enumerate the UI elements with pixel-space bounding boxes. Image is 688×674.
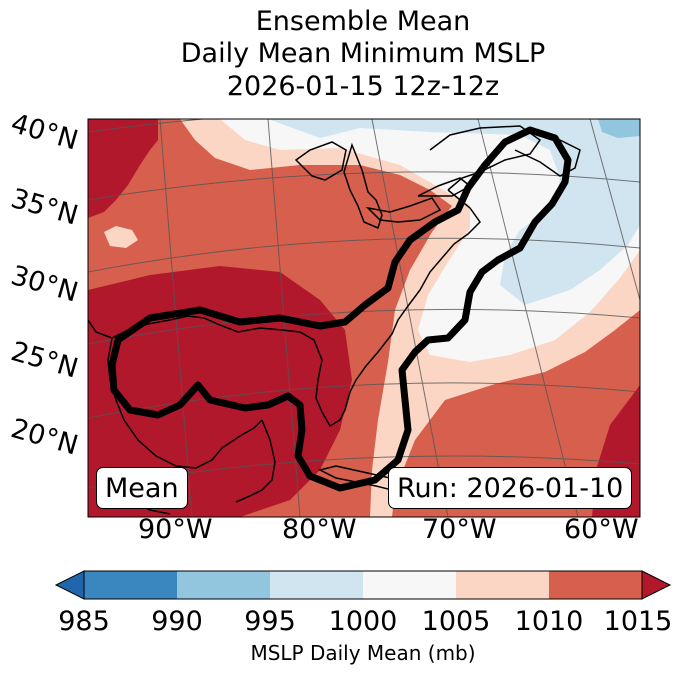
colorbar-swatch-1000-1005 (363, 571, 456, 599)
mean-label-box: Mean (96, 467, 188, 509)
field-990-995 (598, 119, 640, 138)
title-line-3: 2026-01-15 12z-12z (226, 71, 500, 102)
colorbar-tick: 985 (58, 606, 110, 637)
colorbar-tick: 1000 (328, 606, 398, 637)
colorbar-swatch-990-995 (177, 571, 270, 599)
colorbar-tick: 990 (151, 606, 203, 637)
lon-label-90w: 90°W (138, 514, 213, 545)
colorbar-label: MSLP Daily Mean (mb) (250, 641, 476, 665)
colorbar-extend-low (54, 570, 85, 600)
colorbar-swatch-995-1000 (270, 571, 363, 599)
colorbar-tick: 1015 (603, 606, 673, 637)
graticule (88, 119, 640, 517)
colorbar (54, 570, 672, 600)
colorbar-swatch-1005-1010 (456, 571, 549, 599)
title-line-2: Daily Mean Minimum MSLP (180, 38, 546, 69)
field-995-1000 (268, 119, 640, 305)
colorbar-tick: 995 (244, 606, 296, 637)
ensemble-mean-contour (108, 126, 572, 492)
run-date-box: Run: 2026-01-10 (388, 467, 633, 509)
title-line-1: Ensemble Mean (255, 6, 471, 37)
colorbar-extend-high (641, 570, 672, 600)
lon-label-70w: 70°W (422, 514, 497, 545)
colorbar-swatch-985-990 (84, 571, 177, 599)
field-1005-1010-spot (104, 226, 138, 248)
lon-label-80w: 80°W (282, 514, 357, 545)
colorbar-tick: 1005 (421, 606, 491, 637)
map-frame (87, 118, 641, 518)
colorbar-tick: 1010 (514, 606, 584, 637)
field-over-1015-north (88, 119, 158, 218)
lon-label-60w: 60°W (564, 514, 639, 545)
colorbar-swatch-1010-1015 (549, 571, 642, 599)
